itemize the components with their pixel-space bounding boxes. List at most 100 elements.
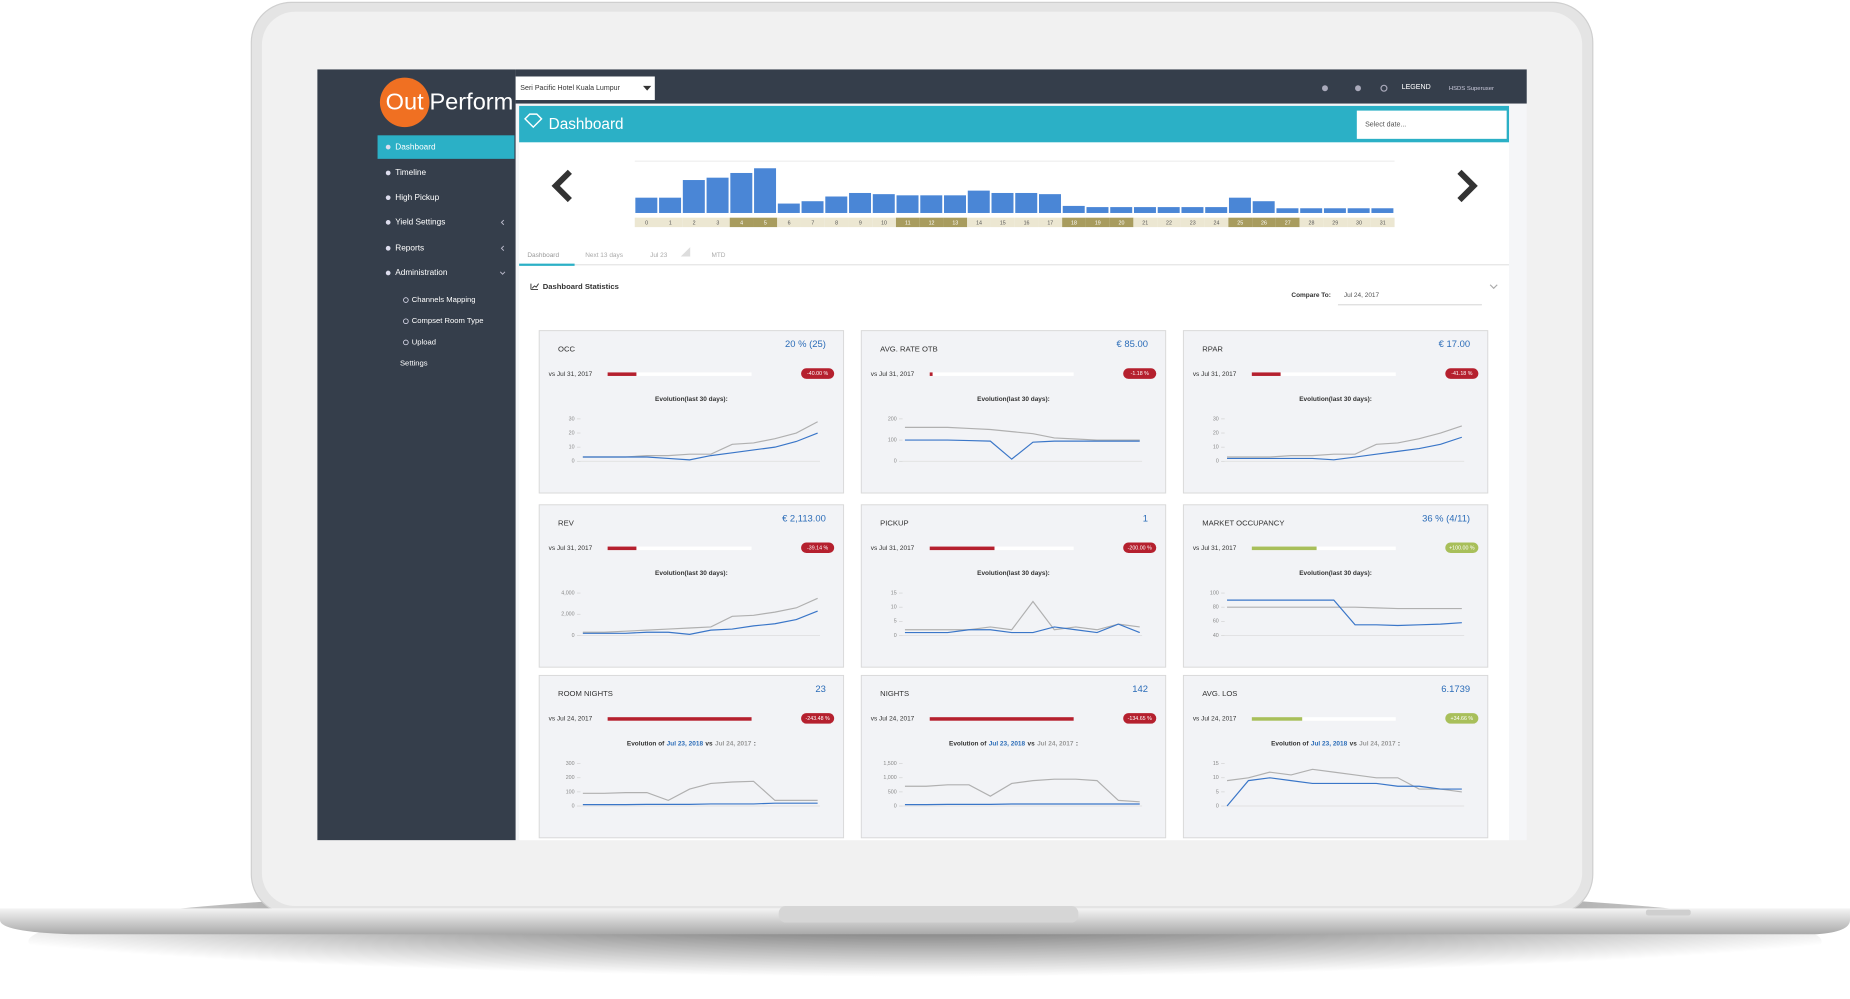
menu-item[interactable]: Reports [395, 243, 424, 252]
stat-card [1182, 504, 1489, 668]
evolution-label: Evolution(last 30 days): [977, 396, 1050, 403]
logo-out: Out [386, 89, 424, 115]
day-label-bg [1299, 217, 1324, 228]
evolution-part: Evolution(last 30 days): [977, 570, 1050, 577]
day-label-bg [1180, 217, 1205, 228]
chart-line [904, 439, 1140, 460]
menu-item[interactable]: Administration [395, 268, 448, 277]
evolution-label: Evolution(last 30 days): [655, 396, 728, 403]
stats-title: Dashboard Statistics [543, 282, 619, 291]
day-label: 21 [1142, 220, 1148, 226]
day-label-bg [967, 217, 991, 228]
menu-icon [385, 144, 391, 150]
chart-line [582, 780, 818, 802]
y-tick-label: 0 [572, 633, 575, 639]
card-title: OCC [558, 344, 575, 353]
y-tick-label: 30 [1213, 416, 1219, 422]
change-badge [1445, 713, 1479, 724]
topbar [515, 69, 1527, 104]
change-bar [607, 546, 637, 551]
menu-item[interactable]: Timeline [395, 168, 426, 177]
day-label-bg [895, 217, 920, 228]
calendar-bar [801, 201, 824, 213]
tab-icon [680, 247, 691, 257]
day-label-bg [658, 217, 683, 228]
tab[interactable]: Dashboard [527, 252, 559, 259]
card-title: REV [558, 519, 575, 528]
menu-item[interactable]: High Pickup [395, 193, 439, 202]
evolution-part: Evolution(last 30 days): [655, 396, 728, 403]
day-label: 17 [1047, 220, 1053, 226]
calendar-bar [872, 194, 895, 213]
submenu-icon [403, 297, 409, 303]
submenu-item[interactable]: Compset Room Type [412, 316, 484, 325]
evolution-part: vs [1350, 740, 1358, 747]
chart-line [1226, 768, 1462, 793]
calendar-bar [777, 203, 800, 213]
hotel-name: Seri Pacific Hotel Kuala Lumpur [520, 85, 620, 92]
submenu-item[interactable]: Upload [412, 337, 436, 346]
y-tick-label: 2,000 [561, 612, 574, 618]
card-value: € 17.00 [1439, 338, 1470, 349]
card-title: PICKUP [880, 519, 908, 528]
evolution-label: Evolution(last 30 days): [977, 570, 1050, 577]
bar-track [1251, 372, 1396, 376]
evolution-part: Evolution(last 30 days): [1299, 570, 1372, 577]
bar-track [607, 372, 752, 376]
calendar-bar [849, 192, 872, 213]
bar-track [1251, 717, 1396, 721]
chart-line [904, 426, 1140, 441]
day-label: 18 [1071, 220, 1077, 226]
y-tick-label: 100 [888, 437, 897, 443]
calendar-bar [1228, 197, 1251, 213]
change-text: -41.18 % [1451, 371, 1473, 377]
compare-date[interactable]: Jul 24, 2017 [1344, 292, 1380, 299]
calendar-bar [730, 172, 753, 213]
day-label: 4 [740, 220, 743, 226]
legend-link[interactable]: LEGEND [1402, 84, 1431, 91]
date-select[interactable] [1356, 110, 1507, 139]
menu-item[interactable]: Dashboard [395, 142, 436, 151]
user-name[interactable]: HSDS Superuser [1449, 86, 1494, 92]
menu-item[interactable]: Yield Settings [395, 218, 445, 227]
calendar-bar [659, 197, 682, 213]
bar-track [929, 372, 1074, 376]
evolution-label: Evolution of Jul 23, 2018 vs Jul 24, 2017: [1271, 740, 1400, 747]
icon-bell[interactable] [1355, 85, 1361, 92]
tab[interactable]: Next 13 days [585, 252, 623, 259]
collapse-icon[interactable] [1489, 284, 1498, 290]
y-tick-label: 1,500 [883, 761, 896, 767]
evolution-label: Evolution(last 30 days): [1299, 396, 1372, 403]
prev-arrow[interactable] [551, 169, 572, 203]
y-tick-label: 0 [894, 633, 897, 639]
card-value: 6.1739 [1441, 683, 1470, 694]
submenu-item[interactable]: Settings [400, 359, 428, 368]
change-badge [1445, 542, 1479, 554]
day-label: 12 [929, 220, 935, 226]
chart-line [582, 610, 818, 635]
hotel-select[interactable] [515, 76, 655, 101]
next-arrow[interactable] [1457, 169, 1478, 203]
day-label: 5 [764, 220, 767, 226]
day-label: 8 [835, 220, 838, 226]
tab[interactable]: MTD [711, 252, 725, 259]
evolution-part: : [1076, 740, 1078, 747]
chart-line [904, 623, 1140, 634]
evolution-part: vs [1028, 740, 1036, 747]
evolution-part: Jul 24, 2017 [1037, 740, 1074, 747]
change-text: +34.66 % [1451, 716, 1474, 722]
tab[interactable]: Jul 23 [650, 252, 668, 259]
change-text: -134.65 % [1128, 716, 1152, 722]
submenu-item[interactable]: Channels Mapping [412, 295, 476, 304]
stat-card [538, 330, 845, 494]
icon-shield[interactable] [1322, 85, 1328, 92]
calendar-bar [1181, 207, 1204, 213]
calendar-bar [682, 180, 705, 213]
y-tick-label: 10 [891, 605, 897, 611]
icon-settings[interactable] [1380, 84, 1388, 92]
sidebar [317, 69, 516, 841]
vs-date: vs Jul 31, 2017 [549, 545, 593, 552]
calendar-bar [1015, 192, 1038, 213]
change-badge [1123, 368, 1157, 379]
evolution-label: Evolution(last 30 days): [1299, 570, 1372, 577]
